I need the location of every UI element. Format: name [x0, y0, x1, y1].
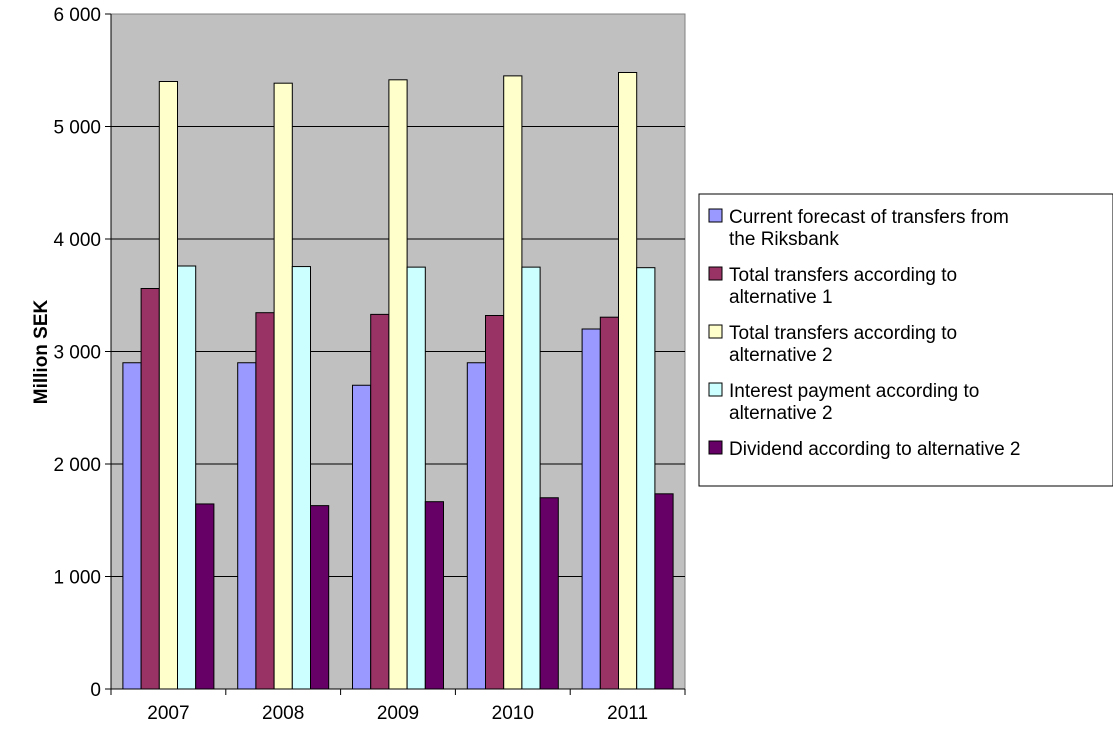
legend-label: Interest payment according to	[729, 381, 979, 402]
bar	[291, 266, 311, 690]
x-tick-labels: 2007 2008 2009 2010 2011	[147, 703, 648, 724]
legend-label: alternative 2	[729, 345, 833, 366]
axes	[105, 13, 686, 695]
legend-swatch	[708, 266, 723, 281]
legend-box	[698, 193, 1113, 487]
bar	[273, 82, 293, 690]
bar	[388, 79, 408, 690]
y-tick-label: 5 000	[53, 118, 101, 139]
legend-label: alternative 1	[729, 287, 833, 308]
bar	[636, 267, 656, 690]
bar	[503, 75, 523, 690]
y-tick-labels: 0 1 000 2 000 3 000 4 000 5 000 6 000	[53, 5, 101, 701]
x-tick-label: 2009	[377, 703, 419, 724]
x-tick-label: 2010	[492, 703, 534, 724]
bar	[158, 81, 179, 690]
bar	[466, 362, 486, 690]
bar	[237, 362, 257, 690]
bar	[406, 266, 426, 690]
legend-swatch	[708, 382, 723, 397]
y-tick-label: 3 000	[53, 343, 101, 364]
legend-label: Dividend according to alternative 2	[729, 439, 1021, 460]
y-tick-label: 6 000	[53, 5, 101, 26]
bar	[424, 501, 444, 690]
legend-label: the Riksbank	[729, 229, 839, 250]
bar	[539, 497, 559, 690]
legend-swatch	[708, 440, 723, 455]
legend-label: Total transfers according to	[729, 265, 957, 286]
bar	[599, 316, 619, 690]
bars	[122, 72, 674, 690]
bar	[352, 384, 372, 690]
bar	[177, 265, 197, 690]
bar	[255, 312, 275, 690]
bar	[654, 493, 674, 690]
bar	[581, 328, 601, 690]
y-axis-title: Million SEK	[31, 299, 52, 404]
bar	[310, 505, 330, 690]
bar	[195, 503, 215, 690]
bar	[521, 266, 541, 690]
legend-swatch	[708, 208, 723, 223]
bar	[140, 288, 160, 690]
bar	[122, 362, 142, 690]
legend-label: alternative 2	[729, 403, 833, 424]
y-tick-label: 0	[90, 680, 101, 701]
x-tick-label: 2007	[147, 703, 189, 724]
x-tick-label: 2011	[607, 703, 648, 724]
legend-label: Total transfers according to	[729, 323, 957, 344]
y-tick-label: 1 000	[53, 568, 101, 589]
y-tick-label: 4 000	[53, 230, 101, 251]
bar	[485, 315, 505, 690]
legend-swatch	[708, 324, 723, 339]
y-tick-label: 2 000	[53, 455, 101, 476]
legend-label: Current forecast of transfers from	[729, 207, 1009, 228]
bar	[370, 313, 390, 690]
bar	[618, 72, 638, 690]
x-tick-label: 2008	[262, 703, 304, 724]
